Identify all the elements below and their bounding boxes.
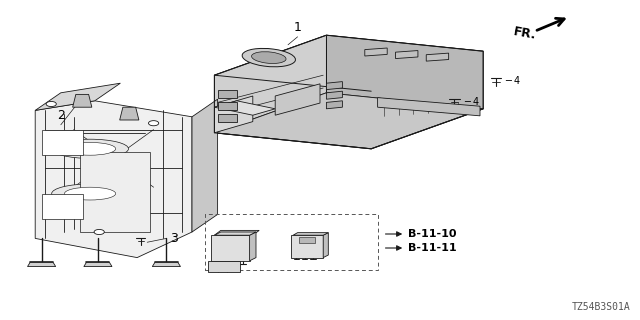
Circle shape (148, 121, 159, 126)
Polygon shape (208, 261, 240, 272)
Text: 1: 1 (294, 20, 301, 34)
Polygon shape (152, 262, 180, 267)
Circle shape (94, 229, 104, 235)
Polygon shape (275, 84, 320, 115)
Polygon shape (326, 101, 342, 109)
Ellipse shape (65, 187, 116, 200)
Polygon shape (365, 48, 387, 56)
Polygon shape (214, 232, 256, 235)
Polygon shape (326, 82, 342, 90)
Polygon shape (218, 114, 237, 122)
Ellipse shape (252, 52, 286, 63)
Ellipse shape (52, 184, 129, 203)
Text: ─ 4: ─ 4 (506, 76, 521, 86)
Polygon shape (214, 230, 259, 235)
Text: B-11-10: B-11-10 (408, 229, 457, 239)
Bar (299, 237, 315, 243)
Ellipse shape (242, 48, 296, 67)
Bar (80, 152, 150, 232)
Polygon shape (120, 107, 139, 120)
Polygon shape (218, 102, 237, 110)
Polygon shape (28, 262, 56, 267)
Circle shape (46, 101, 56, 107)
Polygon shape (214, 35, 483, 91)
Text: FR.: FR. (513, 25, 538, 42)
Polygon shape (323, 233, 328, 258)
Polygon shape (326, 35, 483, 109)
Polygon shape (35, 83, 120, 110)
Text: 2: 2 (57, 108, 65, 122)
Polygon shape (250, 232, 256, 261)
Ellipse shape (52, 139, 129, 158)
Polygon shape (192, 99, 218, 232)
Polygon shape (218, 90, 237, 98)
Polygon shape (73, 94, 92, 107)
Polygon shape (293, 233, 328, 235)
Text: ─ 4: ─ 4 (464, 97, 479, 107)
Polygon shape (326, 91, 342, 99)
Bar (42, 130, 83, 155)
Polygon shape (214, 93, 483, 149)
Polygon shape (214, 101, 275, 115)
Ellipse shape (65, 142, 116, 155)
Polygon shape (84, 262, 112, 267)
Polygon shape (214, 96, 253, 133)
Polygon shape (35, 101, 192, 258)
Text: 3: 3 (170, 232, 177, 245)
Polygon shape (426, 53, 449, 61)
Text: B-11-11: B-11-11 (408, 243, 457, 253)
Bar (205, 214, 378, 270)
Polygon shape (378, 98, 480, 116)
Polygon shape (396, 51, 418, 59)
Polygon shape (214, 35, 326, 133)
Polygon shape (291, 235, 323, 258)
Polygon shape (211, 235, 250, 261)
Text: TZ54B3S01A: TZ54B3S01A (572, 302, 630, 312)
Bar (42, 194, 83, 219)
